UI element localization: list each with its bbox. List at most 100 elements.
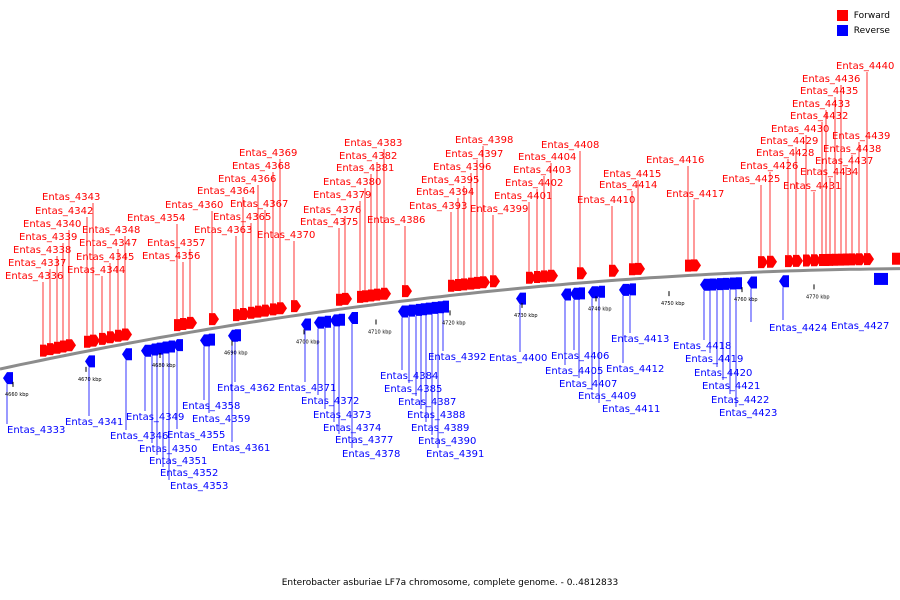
gene-label: Entas_4368 xyxy=(232,161,290,172)
gene-label: Entas_4439 xyxy=(832,131,890,142)
axis-tick-label: 4660 kbp xyxy=(5,392,29,398)
gene-arrow xyxy=(381,287,391,300)
gene-arrow xyxy=(691,259,701,272)
gene-arrow xyxy=(856,253,866,266)
gene-label: Entas_4422 xyxy=(711,395,769,406)
gene-arrow xyxy=(422,302,432,315)
genes-layer xyxy=(3,252,900,385)
gene-arrow xyxy=(314,316,324,329)
gene-label: Entas_4388 xyxy=(407,410,465,421)
gene-label: Entas_4412 xyxy=(606,364,664,375)
gene-arrow xyxy=(428,301,438,314)
gene-arrow xyxy=(99,332,109,345)
gene-label: Entas_4350 xyxy=(139,444,197,455)
axis-tick-label: 4760 kbp xyxy=(734,297,758,303)
gene-label: Entas_4407 xyxy=(559,379,617,390)
gene-label: Entas_4413 xyxy=(611,334,669,345)
gene-label: Entas_4397 xyxy=(445,149,503,160)
gene-label: Entas_4372 xyxy=(301,396,359,407)
gene-arrow xyxy=(577,267,587,280)
gene-label: Entas_4418 xyxy=(673,341,731,352)
gene-label: Entas_4392 xyxy=(428,352,486,363)
gene-label: Entas_4398 xyxy=(455,135,513,146)
gene-arrow xyxy=(231,329,241,342)
gene-arrow xyxy=(609,264,619,277)
gene-label: Entas_4429 xyxy=(760,136,818,147)
gene-label: Entas_4415 xyxy=(603,169,661,180)
gene-label: Entas_4379 xyxy=(313,190,371,201)
gene-arrow xyxy=(767,255,777,268)
backbone-layer xyxy=(0,267,900,371)
gene-arrow xyxy=(187,316,197,329)
gene-label: Entas_4364 xyxy=(197,186,255,197)
gene-label: Entas_4386 xyxy=(367,215,425,226)
legend-reverse: Reverse xyxy=(836,23,890,38)
legend-forward: Forward xyxy=(836,8,890,23)
gene-label: Entas_4356 xyxy=(142,251,200,262)
gene-label: Entas_4353 xyxy=(170,481,228,492)
gene-arrow xyxy=(291,300,301,313)
gene-label: Entas_4344 xyxy=(67,265,125,276)
gene-label: Entas_4401 xyxy=(494,191,552,202)
gene-arrow xyxy=(700,278,710,291)
gene-label: Entas_4436 xyxy=(802,74,860,85)
gene-arrow xyxy=(402,285,412,298)
gene-arrow xyxy=(165,340,175,353)
leader-lines-layer xyxy=(6,72,868,480)
gene-label: Entas_4417 xyxy=(666,189,724,200)
gene-label: Entas_4438 xyxy=(823,144,881,155)
gene-arrow xyxy=(122,328,132,341)
gene-label: Entas_4389 xyxy=(411,423,469,434)
gene-label: Entas_4355 xyxy=(167,430,225,441)
gene-label: Entas_4404 xyxy=(518,152,576,163)
gene-label: Entas_4409 xyxy=(578,391,636,402)
axis-ticks-layer: 4660 kbp 4670 kbp 4680 kbp 4690 kbp 4700 kbp… xyxy=(5,284,830,398)
gene-arrow xyxy=(575,287,585,300)
gene-arrow xyxy=(635,262,645,275)
gene-arrow xyxy=(209,313,219,326)
gene-arrow xyxy=(588,286,598,299)
gene-label: Entas_4394 xyxy=(416,187,474,198)
gene-label: Entas_4357 xyxy=(147,238,205,249)
gene-label: Entas_4340 xyxy=(23,219,81,230)
gene-label: Entas_4414 xyxy=(599,180,657,191)
gene-label: Entas_4402 xyxy=(505,178,563,189)
gene-arrow xyxy=(864,253,874,266)
gene-arrow xyxy=(321,315,331,328)
axis-tick-label: 4750 kbp xyxy=(661,301,685,307)
gene-arrow xyxy=(758,256,768,269)
gene-arrow xyxy=(301,318,311,331)
axis-tick-label: 4740 kbp xyxy=(588,306,612,312)
gene-label: Entas_4395 xyxy=(421,175,479,186)
gene-arrow xyxy=(348,311,358,324)
gene-arrow xyxy=(490,275,500,288)
gene-label: Entas_4373 xyxy=(313,410,371,421)
gene-arrow xyxy=(747,276,757,289)
gene-label: Entas_4348 xyxy=(82,225,140,236)
gene-arrow xyxy=(141,344,151,357)
axis-tick-label: 4710 kbp xyxy=(368,329,392,335)
gene-arrow xyxy=(732,277,742,290)
axis-tick-label: 4700 kbp xyxy=(296,339,320,345)
gene-arrow xyxy=(595,285,605,298)
gene-arrow xyxy=(277,302,287,315)
gene-label: Entas_4391 xyxy=(426,449,484,460)
gene-label: Entas_4363 xyxy=(194,225,252,236)
gene-label: Entas_4362 xyxy=(217,383,275,394)
gene-arrow xyxy=(892,252,900,265)
gene-arrow xyxy=(66,339,76,352)
gene-label: Entas_4333 xyxy=(7,425,65,436)
gene-arrow xyxy=(779,275,789,288)
gene-label: Entas_4377 xyxy=(335,435,393,446)
gene-label: Entas_4338 xyxy=(13,245,71,256)
gene-label: Entas_4416 xyxy=(646,155,704,166)
gene-label: Entas_4336 xyxy=(5,271,63,282)
gene-label: Entas_4351 xyxy=(149,456,207,467)
gene-arrow xyxy=(398,305,408,318)
gene-label: Entas_4431 xyxy=(783,181,841,192)
gene-label: Entas_4375 xyxy=(300,217,358,228)
gene-label: Entas_4371 xyxy=(278,383,336,394)
axis-tick-label: 4730 kbp xyxy=(514,313,538,319)
gene-label: Entas_4424 xyxy=(769,323,827,334)
gene-arrow xyxy=(480,276,490,289)
